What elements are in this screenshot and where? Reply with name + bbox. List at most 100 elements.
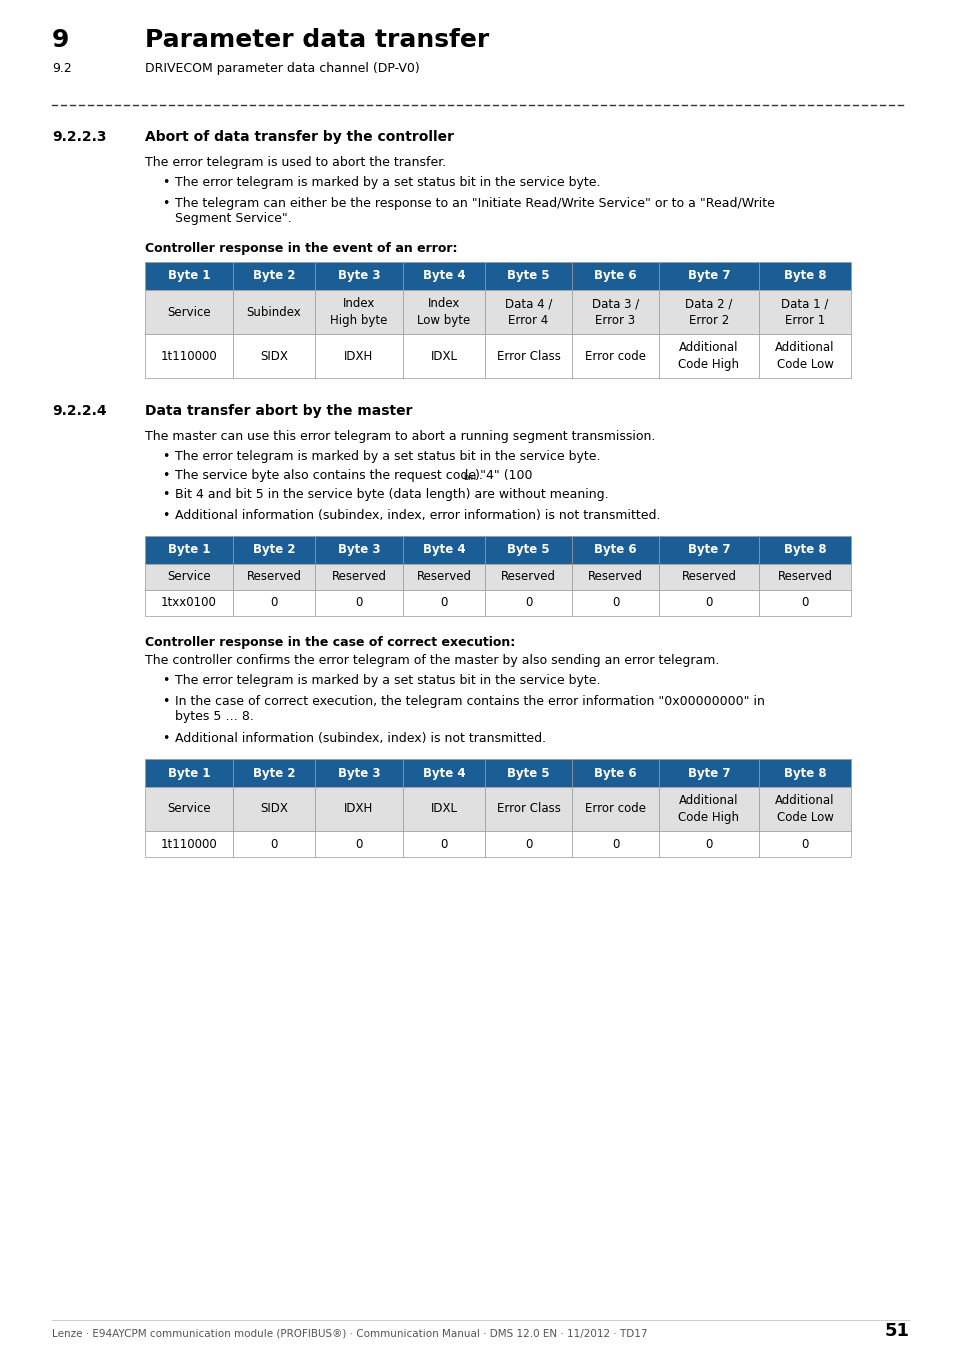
Text: The error telegram is marked by a set status bit in the service byte.: The error telegram is marked by a set st… bbox=[174, 176, 599, 189]
Text: Byte 5: Byte 5 bbox=[507, 270, 549, 282]
Text: Service: Service bbox=[167, 305, 211, 319]
Bar bbox=[233, 759, 314, 787]
Text: •: • bbox=[162, 468, 170, 482]
Text: Byte 7: Byte 7 bbox=[687, 767, 729, 779]
Bar bbox=[402, 832, 484, 857]
Text: IDXL: IDXL bbox=[430, 350, 457, 363]
Text: 1t110000: 1t110000 bbox=[160, 837, 217, 850]
Bar bbox=[572, 787, 659, 832]
Bar bbox=[145, 759, 233, 787]
Text: Error code: Error code bbox=[584, 802, 645, 815]
Text: •: • bbox=[162, 450, 170, 463]
Text: Abort of data transfer by the controller: Abort of data transfer by the controller bbox=[145, 130, 454, 144]
Text: bin: bin bbox=[463, 472, 476, 482]
Text: Byte 8: Byte 8 bbox=[782, 544, 825, 556]
Text: Service: Service bbox=[167, 571, 211, 583]
Text: 0: 0 bbox=[270, 597, 277, 609]
Text: Reserved: Reserved bbox=[416, 571, 471, 583]
Bar bbox=[145, 536, 233, 564]
Text: 0: 0 bbox=[440, 837, 447, 850]
Bar bbox=[314, 832, 402, 857]
Text: The telegram can either be the response to an "Initiate Read/Write Service" or t: The telegram can either be the response … bbox=[174, 197, 774, 225]
Text: 9: 9 bbox=[52, 28, 70, 53]
Bar bbox=[484, 333, 572, 378]
Text: Reserved: Reserved bbox=[246, 571, 301, 583]
Text: Byte 6: Byte 6 bbox=[594, 270, 637, 282]
Bar bbox=[484, 290, 572, 333]
Bar bbox=[484, 564, 572, 590]
Bar bbox=[402, 590, 484, 616]
Text: •: • bbox=[162, 176, 170, 189]
Text: Byte 3: Byte 3 bbox=[337, 767, 380, 779]
Bar bbox=[759, 536, 850, 564]
Bar bbox=[484, 262, 572, 290]
Text: Lenze · E94AYCPM communication module (PROFIBUS®) · Communication Manual · DMS 1: Lenze · E94AYCPM communication module (P… bbox=[52, 1328, 647, 1338]
Text: 0: 0 bbox=[270, 837, 277, 850]
Bar bbox=[402, 759, 484, 787]
Text: ).: ). bbox=[475, 468, 484, 482]
Bar bbox=[314, 590, 402, 616]
Bar bbox=[572, 262, 659, 290]
Text: •: • bbox=[162, 695, 170, 707]
Text: Byte 5: Byte 5 bbox=[507, 544, 549, 556]
Bar bbox=[484, 536, 572, 564]
Text: 0: 0 bbox=[611, 597, 618, 609]
Bar bbox=[145, 590, 233, 616]
Bar bbox=[484, 832, 572, 857]
Text: 9.2: 9.2 bbox=[52, 62, 71, 76]
Text: Data 3 /
Error 3: Data 3 / Error 3 bbox=[591, 297, 639, 327]
Text: Controller response in the event of an error:: Controller response in the event of an e… bbox=[145, 242, 457, 255]
Bar bbox=[759, 787, 850, 832]
Bar bbox=[402, 787, 484, 832]
Bar bbox=[759, 759, 850, 787]
Bar bbox=[659, 262, 759, 290]
Text: Additional
Code Low: Additional Code Low bbox=[775, 342, 834, 371]
Text: Index
High byte: Index High byte bbox=[330, 297, 387, 327]
Text: Byte 7: Byte 7 bbox=[687, 270, 729, 282]
Text: Data transfer abort by the master: Data transfer abort by the master bbox=[145, 404, 412, 418]
Bar bbox=[314, 262, 402, 290]
Text: 0: 0 bbox=[611, 837, 618, 850]
Text: SIDX: SIDX bbox=[260, 802, 288, 815]
Text: Byte 2: Byte 2 bbox=[253, 544, 294, 556]
Bar bbox=[233, 262, 314, 290]
Text: Byte 8: Byte 8 bbox=[782, 270, 825, 282]
Bar bbox=[145, 564, 233, 590]
Text: Additional information (subindex, index) is not transmitted.: Additional information (subindex, index)… bbox=[174, 732, 545, 745]
Text: The master can use this error telegram to abort a running segment transmission.: The master can use this error telegram t… bbox=[145, 431, 655, 443]
Text: IDXL: IDXL bbox=[430, 802, 457, 815]
Bar bbox=[759, 333, 850, 378]
Text: 0: 0 bbox=[801, 597, 808, 609]
Text: DRIVECOM parameter data channel (DP-V0): DRIVECOM parameter data channel (DP-V0) bbox=[145, 62, 419, 76]
Bar bbox=[572, 333, 659, 378]
Bar bbox=[759, 262, 850, 290]
Text: Byte 2: Byte 2 bbox=[253, 270, 294, 282]
Text: In the case of correct execution, the telegram contains the error information "0: In the case of correct execution, the te… bbox=[174, 695, 764, 724]
Bar bbox=[759, 832, 850, 857]
Text: Controller response in the case of correct execution:: Controller response in the case of corre… bbox=[145, 636, 515, 649]
Bar bbox=[145, 290, 233, 333]
Text: Data 2 /
Error 2: Data 2 / Error 2 bbox=[684, 297, 732, 327]
Bar bbox=[145, 262, 233, 290]
Text: 9.2.2.3: 9.2.2.3 bbox=[52, 130, 107, 144]
Text: 0: 0 bbox=[704, 597, 712, 609]
Bar bbox=[659, 333, 759, 378]
Bar bbox=[402, 290, 484, 333]
Text: 1txx0100: 1txx0100 bbox=[161, 597, 216, 609]
Bar bbox=[572, 564, 659, 590]
Text: Byte 2: Byte 2 bbox=[253, 767, 294, 779]
Text: 9.2.2.4: 9.2.2.4 bbox=[52, 404, 107, 418]
Text: 0: 0 bbox=[801, 837, 808, 850]
Text: The controller confirms the error telegram of the master by also sending an erro: The controller confirms the error telegr… bbox=[145, 653, 719, 667]
Bar bbox=[659, 564, 759, 590]
Bar bbox=[759, 590, 850, 616]
Text: Error Class: Error Class bbox=[497, 350, 559, 363]
Text: Byte 4: Byte 4 bbox=[422, 767, 465, 779]
Bar bbox=[402, 262, 484, 290]
Text: IDXH: IDXH bbox=[344, 350, 374, 363]
Bar bbox=[572, 290, 659, 333]
Bar bbox=[402, 536, 484, 564]
Bar bbox=[572, 536, 659, 564]
Text: Data 1 /
Error 1: Data 1 / Error 1 bbox=[781, 297, 828, 327]
Bar bbox=[314, 536, 402, 564]
